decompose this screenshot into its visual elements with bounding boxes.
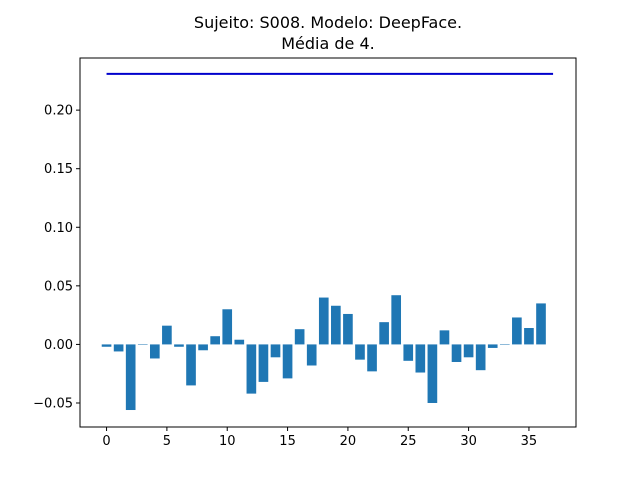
x-tick-label: 35 (521, 434, 538, 449)
bar (367, 344, 377, 372)
y-tick-label: 0.20 (44, 104, 73, 119)
bar (499, 344, 510, 345)
y-tick-label: 0.10 (44, 221, 73, 236)
bar (427, 344, 438, 403)
bar (222, 309, 233, 345)
bar (463, 344, 474, 358)
bar (403, 344, 414, 361)
bar (355, 344, 365, 360)
bar (391, 295, 402, 345)
x-tick-label: 30 (460, 434, 477, 449)
bar (258, 344, 269, 382)
bar (487, 344, 498, 348)
chart-title-line-1: Sujeito: S008. Modelo: DeepFace. (194, 13, 462, 32)
y-tick-label: 0.05 (44, 279, 73, 294)
x-tick-label: 15 (279, 434, 296, 449)
bar (282, 344, 293, 379)
bar (149, 344, 160, 359)
bar (101, 344, 112, 347)
x-tick-label: 25 (400, 434, 417, 449)
bar (125, 344, 136, 411)
bar (451, 344, 462, 362)
bar (186, 344, 196, 386)
bar (137, 344, 148, 345)
chart-title-line-2: Média de 4. (281, 34, 375, 53)
bar (475, 344, 486, 371)
bar (113, 344, 124, 352)
bar (439, 330, 450, 345)
plot-frame (79, 57, 577, 428)
bar (234, 339, 245, 345)
bar (162, 325, 172, 345)
x-tick-label: 20 (340, 434, 357, 449)
bar (415, 344, 426, 373)
bar (270, 344, 281, 358)
bar (331, 305, 341, 345)
bars-group (101, 295, 546, 411)
bar (536, 303, 546, 345)
x-axis: 0 5 10 15 20 25 30 35 (102, 427, 537, 449)
bar (379, 322, 389, 345)
x-tick-label: 5 (163, 434, 171, 449)
bar (294, 329, 305, 345)
x-tick-label: 0 (102, 434, 110, 449)
y-axis: −0.05 0.00 0.05 0.10 0.15 0.20 (33, 104, 80, 411)
y-tick-label: 0.00 (44, 338, 73, 353)
bar (343, 313, 353, 345)
bar (524, 328, 534, 345)
y-tick-label: −0.05 (33, 396, 73, 411)
bar (512, 317, 522, 345)
bar (210, 336, 220, 345)
x-tick-label: 10 (219, 434, 236, 449)
bar (318, 297, 329, 345)
bar (306, 344, 317, 366)
bar (174, 344, 184, 347)
bar (198, 344, 208, 351)
bar (246, 344, 257, 394)
y-tick-label: 0.15 (44, 162, 73, 177)
